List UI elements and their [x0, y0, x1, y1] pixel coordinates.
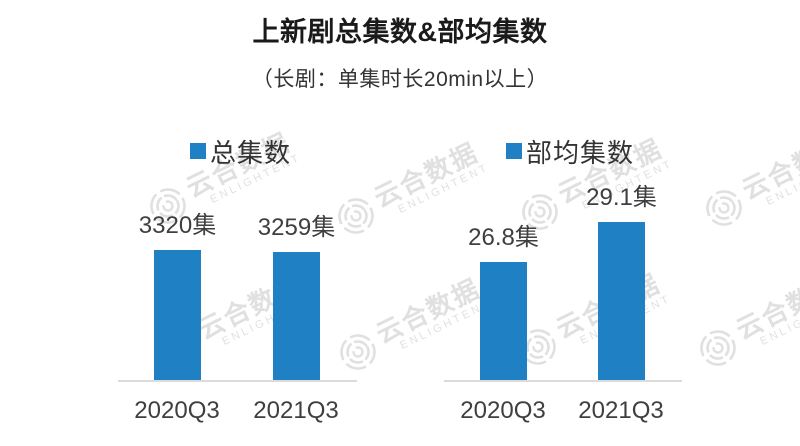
category-label: 2021Q3 [253, 397, 339, 424]
chart-total-episodes: 总集数 3320集 3259集 2020Q3 2021Q3 [118, 136, 357, 441]
category-label: 2020Q3 [134, 397, 220, 424]
category-label: 2021Q3 [578, 397, 664, 424]
watermark-cn-text: 云合数据 [731, 268, 800, 345]
page-subtitle: （长剧：单集时长20min以上） [251, 68, 549, 91]
bar-rect [598, 222, 645, 380]
enlightent-logo-icon [706, 190, 742, 226]
chart-avg-episodes: 部均集数 26.8集 29.1集 2020Q3 2021Q3 [444, 136, 682, 441]
value-label: 26.8集 [468, 224, 539, 251]
legend-label: 部均集数 [526, 137, 635, 168]
legend-avg-episodes: 部均集数 [506, 136, 634, 168]
x-axis-labels: 2020Q3 2021Q3 [444, 397, 682, 429]
bar-rect [273, 252, 320, 380]
value-label: 29.1集 [586, 184, 657, 211]
bar-group-2020Q3: 3320集 [139, 170, 216, 380]
plot-area-total-episodes: 3320集 3259集 [118, 170, 357, 382]
bar-group-2021Q3: 29.1集 [586, 170, 657, 380]
watermark-cn-text: 云合数据 [737, 128, 800, 205]
legend-swatch-icon [190, 143, 206, 159]
bar-group-2020Q3: 26.8集 [468, 170, 539, 380]
x-axis-labels: 2020Q3 2021Q3 [118, 397, 357, 429]
enlightent-logo-icon [700, 330, 736, 366]
legend-total-episodes: 总集数 [190, 136, 291, 168]
bar-rect [154, 250, 201, 380]
plot-area-avg-episodes: 26.8集 29.1集 [444, 170, 682, 382]
legend-swatch-icon [506, 143, 522, 159]
bar-group-2021Q3: 3259集 [258, 170, 335, 380]
bar-rect [480, 262, 527, 380]
watermark-en-text: ENLIGHTENT [758, 293, 800, 348]
value-label: 3320集 [138, 212, 217, 239]
page-title: 上新剧总集数&部均集数 [252, 17, 548, 47]
legend-label: 总集数 [210, 137, 292, 168]
value-label: 3259集 [257, 214, 336, 241]
category-label: 2020Q3 [460, 397, 546, 424]
watermark-en-text: ENLIGHTENT [764, 153, 800, 208]
